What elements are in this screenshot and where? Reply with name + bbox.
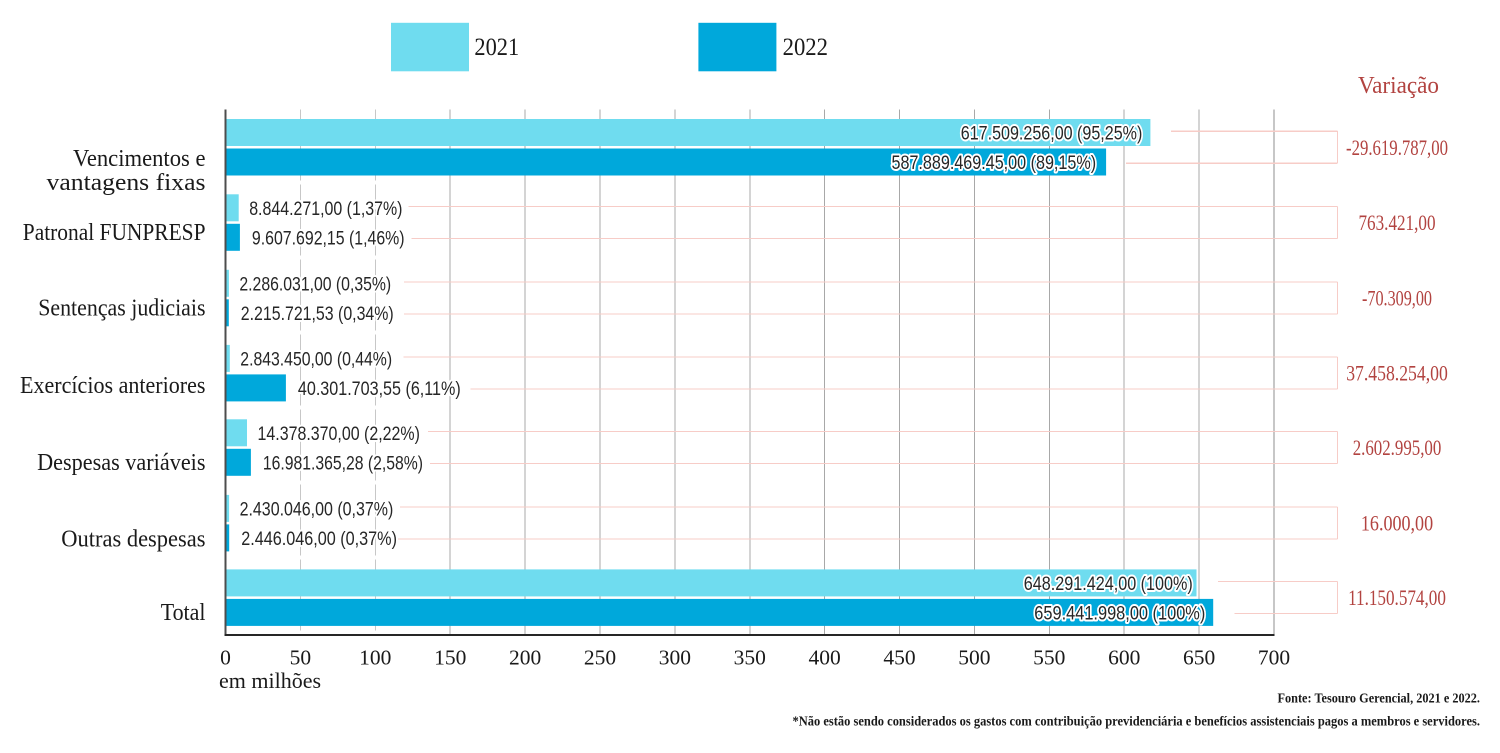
- svg-text:Patronal FUNPRESP: Patronal FUNPRESP: [23, 220, 206, 246]
- svg-text:600: 600: [1108, 645, 1140, 669]
- svg-text:Exercícios anteriores: Exercícios anteriores: [20, 373, 206, 399]
- svg-text:vantagens fixas: vantagens fixas: [47, 170, 206, 196]
- svg-text:763.421,00: 763.421,00: [1359, 210, 1436, 235]
- svg-text:648.291.424,00 (100%): 648.291.424,00 (100%): [1024, 573, 1193, 595]
- svg-text:em milhões: em milhões: [219, 668, 321, 693]
- svg-text:Sentenças judiciais: Sentenças judiciais: [38, 296, 205, 322]
- svg-text:-29.619.787,00: -29.619.787,00: [1346, 135, 1448, 160]
- svg-text:2.286.031,00 (0,35%): 2.286.031,00 (0,35%): [239, 273, 391, 295]
- svg-text:2021: 2021: [474, 34, 519, 61]
- svg-text:14.378.370,00 (2,22%): 14.378.370,00 (2,22%): [258, 423, 420, 445]
- svg-text:11.150.574,00: 11.150.574,00: [1348, 585, 1446, 610]
- svg-text:250: 250: [584, 645, 616, 669]
- svg-text:2.446.046,00 (0,37%): 2.446.046,00 (0,37%): [241, 528, 397, 550]
- svg-text:16.000,00: 16.000,00: [1361, 511, 1433, 536]
- svg-text:650: 650: [1183, 645, 1215, 669]
- svg-text:300: 300: [659, 645, 691, 669]
- svg-text:400: 400: [808, 645, 840, 669]
- svg-text:37.458.254,00: 37.458.254,00: [1346, 361, 1448, 386]
- svg-text:Outras despesas: Outras despesas: [61, 527, 205, 553]
- svg-text:16.981.365,28 (2,58%): 16.981.365,28 (2,58%): [263, 452, 423, 474]
- svg-text:2.843.450,00 (0,44%): 2.843.450,00 (0,44%): [240, 348, 392, 370]
- svg-text:617.509.256,00 (95,25%): 617.509.256,00 (95,25%): [961, 123, 1143, 145]
- svg-text:50: 50: [290, 645, 312, 669]
- svg-text:Fonte: Tesouro Gerencial, 2021: Fonte: Tesouro Gerencial, 2021 e 2022.: [1278, 691, 1481, 706]
- svg-text:Variação: Variação: [1358, 73, 1439, 99]
- svg-text:*Não estão sendo considerados: *Não estão sendo considerados os gastos …: [793, 714, 1481, 729]
- svg-text:8.844.271,00 (1,37%): 8.844.271,00 (1,37%): [249, 198, 402, 220]
- svg-text:100: 100: [359, 645, 391, 669]
- svg-text:2022: 2022: [783, 34, 828, 61]
- svg-text:0: 0: [220, 645, 231, 669]
- svg-text:587.889.469.45,00 (89,15%): 587.889.469.45,00 (89,15%): [892, 152, 1097, 174]
- svg-text:9.607.692,15 (1,46%): 9.607.692,15 (1,46%): [252, 227, 405, 249]
- svg-text:2.215.721,53 (0,34%): 2.215.721,53 (0,34%): [241, 303, 394, 325]
- svg-text:700: 700: [1258, 645, 1290, 669]
- svg-text:2.602.995,00: 2.602.995,00: [1353, 435, 1442, 460]
- svg-text:Despesas variáveis: Despesas variáveis: [37, 450, 205, 476]
- svg-text:350: 350: [734, 645, 766, 669]
- svg-text:200: 200: [509, 645, 541, 669]
- svg-text:659.441.998,00 (100%): 659.441.998,00 (100%): [1034, 602, 1205, 624]
- svg-text:550: 550: [1033, 645, 1065, 669]
- svg-text:2.430.046,00 (0,37%): 2.430.046,00 (0,37%): [240, 498, 394, 520]
- svg-text:450: 450: [883, 645, 915, 669]
- svg-text:-70.309,00: -70.309,00: [1362, 286, 1432, 311]
- svg-text:Vencimentos e: Vencimentos e: [73, 146, 206, 172]
- svg-text:40.301.703,55 (6,11%): 40.301.703,55 (6,11%): [298, 378, 461, 400]
- svg-text:500: 500: [958, 645, 990, 669]
- svg-text:150: 150: [434, 645, 466, 669]
- svg-text:Total: Total: [161, 600, 206, 626]
